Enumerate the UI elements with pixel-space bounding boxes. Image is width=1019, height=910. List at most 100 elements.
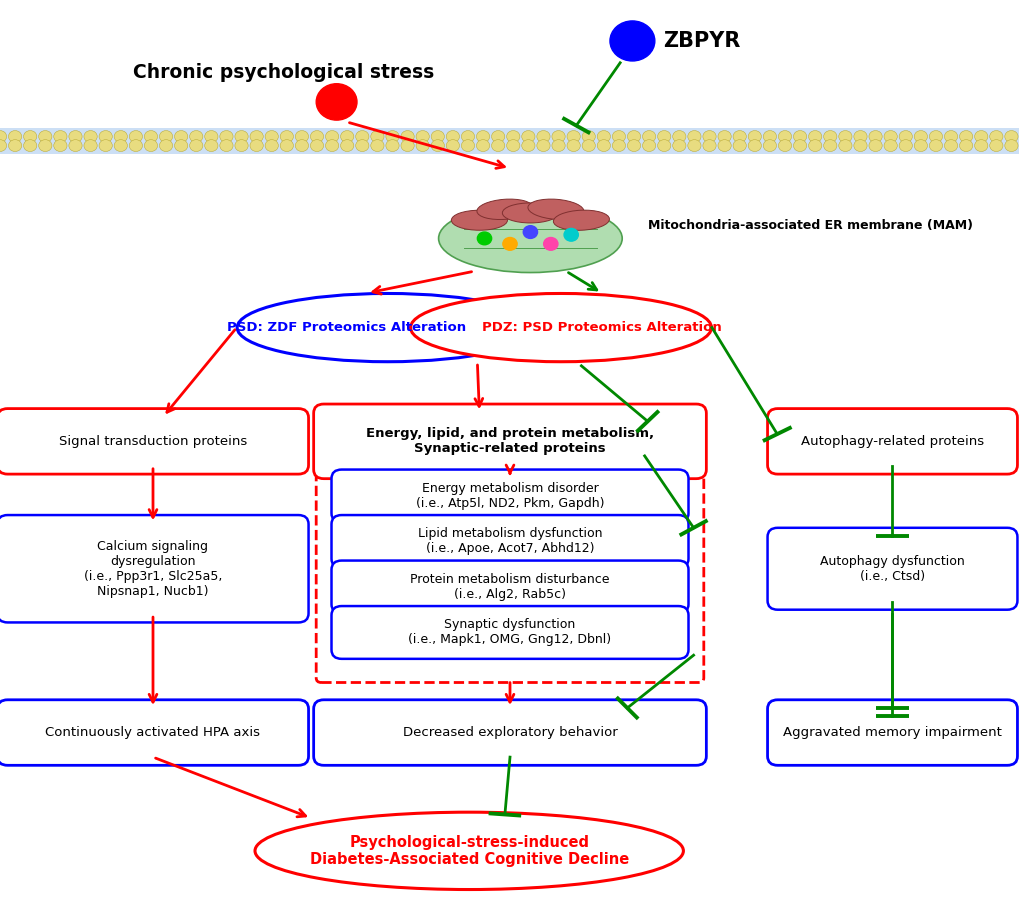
Circle shape: [325, 140, 338, 151]
Circle shape: [250, 140, 263, 151]
Circle shape: [582, 140, 595, 151]
Circle shape: [717, 131, 731, 142]
Circle shape: [627, 131, 640, 142]
FancyBboxPatch shape: [766, 528, 1017, 610]
Text: Continuously activated HPA axis: Continuously activated HPA axis: [46, 726, 260, 739]
Circle shape: [868, 140, 881, 151]
FancyBboxPatch shape: [766, 700, 1017, 765]
Text: Chronic psychological stress: Chronic psychological stress: [132, 64, 433, 82]
Circle shape: [567, 140, 580, 151]
FancyBboxPatch shape: [0, 515, 308, 622]
Circle shape: [808, 140, 821, 151]
Circle shape: [1004, 131, 1017, 142]
Circle shape: [611, 131, 625, 142]
Circle shape: [296, 131, 309, 142]
Circle shape: [114, 131, 127, 142]
Circle shape: [280, 140, 293, 151]
Circle shape: [340, 131, 354, 142]
Ellipse shape: [450, 210, 507, 230]
Circle shape: [385, 131, 398, 142]
Circle shape: [129, 140, 143, 151]
Circle shape: [69, 131, 83, 142]
Circle shape: [23, 131, 37, 142]
Circle shape: [913, 131, 926, 142]
Circle shape: [883, 131, 897, 142]
Circle shape: [476, 131, 489, 142]
Circle shape: [642, 140, 655, 151]
Circle shape: [39, 131, 52, 142]
Circle shape: [416, 131, 429, 142]
Circle shape: [853, 131, 866, 142]
Circle shape: [205, 140, 218, 151]
Circle shape: [597, 140, 610, 151]
Circle shape: [609, 21, 654, 61]
Circle shape: [564, 228, 578, 241]
Circle shape: [823, 140, 837, 151]
Circle shape: [868, 131, 881, 142]
Circle shape: [461, 140, 474, 151]
Circle shape: [69, 140, 83, 151]
Circle shape: [793, 140, 806, 151]
Circle shape: [371, 131, 384, 142]
Circle shape: [39, 140, 52, 151]
Circle shape: [502, 238, 517, 250]
Circle shape: [205, 131, 218, 142]
Circle shape: [1004, 140, 1017, 151]
Ellipse shape: [528, 199, 583, 219]
Circle shape: [762, 131, 775, 142]
Circle shape: [84, 131, 97, 142]
Circle shape: [234, 131, 248, 142]
Circle shape: [838, 140, 851, 151]
Circle shape: [280, 131, 293, 142]
Circle shape: [702, 131, 715, 142]
Circle shape: [974, 140, 987, 151]
Text: Autophagy dysfunction
(i.e., Ctsd): Autophagy dysfunction (i.e., Ctsd): [819, 555, 964, 582]
Circle shape: [506, 140, 520, 151]
Circle shape: [959, 140, 972, 151]
Circle shape: [8, 131, 21, 142]
Text: Calcium signaling
dysregulation
(i.e., Ppp3r1, Slc25a5,
Nipsnap1, Nucb1): Calcium signaling dysregulation (i.e., P…: [84, 540, 222, 598]
Circle shape: [582, 131, 595, 142]
Circle shape: [657, 140, 671, 151]
Circle shape: [385, 140, 398, 151]
Circle shape: [114, 140, 127, 151]
FancyBboxPatch shape: [331, 561, 688, 613]
Circle shape: [673, 140, 686, 151]
Circle shape: [220, 131, 232, 142]
Text: Synaptic dysfunction
(i.e., Mapk1, OMG, Gng12, Dbnl): Synaptic dysfunction (i.e., Mapk1, OMG, …: [408, 619, 611, 646]
Circle shape: [356, 140, 369, 151]
Circle shape: [316, 84, 357, 120]
Circle shape: [944, 131, 957, 142]
FancyBboxPatch shape: [331, 470, 688, 522]
Circle shape: [220, 140, 232, 151]
Circle shape: [762, 140, 775, 151]
Text: Aggravated memory impairment: Aggravated memory impairment: [783, 726, 1001, 739]
FancyBboxPatch shape: [316, 473, 703, 682]
Circle shape: [733, 140, 746, 151]
Circle shape: [431, 140, 444, 151]
Circle shape: [310, 131, 323, 142]
Ellipse shape: [553, 210, 608, 230]
Circle shape: [536, 131, 549, 142]
Circle shape: [0, 131, 7, 142]
Text: PSD: ZDF Proteomics Alteration: PSD: ZDF Proteomics Alteration: [227, 321, 466, 334]
Circle shape: [823, 131, 837, 142]
Circle shape: [944, 140, 957, 151]
Circle shape: [702, 140, 715, 151]
Text: Energy, lipid, and protein metabolism,
Synaptic-related proteins: Energy, lipid, and protein metabolism, S…: [366, 428, 653, 455]
Circle shape: [777, 131, 791, 142]
Circle shape: [265, 131, 278, 142]
Text: Decreased exploratory behavior: Decreased exploratory behavior: [403, 726, 616, 739]
FancyBboxPatch shape: [0, 700, 308, 765]
Circle shape: [808, 131, 821, 142]
Circle shape: [543, 238, 557, 250]
Circle shape: [296, 140, 309, 151]
Ellipse shape: [411, 293, 711, 362]
Circle shape: [883, 140, 897, 151]
Circle shape: [733, 131, 746, 142]
Circle shape: [356, 131, 369, 142]
Circle shape: [0, 140, 7, 151]
Circle shape: [551, 131, 565, 142]
Text: PDZ: PSD Proteomics Alteration: PDZ: PSD Proteomics Alteration: [481, 321, 721, 334]
Circle shape: [974, 131, 987, 142]
